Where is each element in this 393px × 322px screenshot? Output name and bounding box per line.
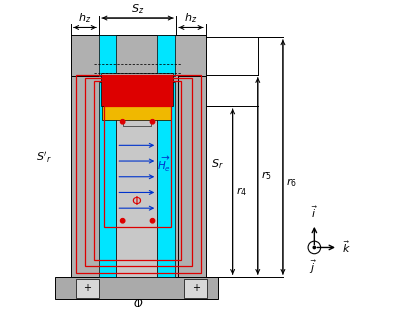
Bar (75, 75, 201, 273)
Text: $O$: $O$ (133, 297, 143, 309)
Bar (99, 76, 178, 277)
Bar (116, 114, 157, 277)
Bar (75, 279, 99, 298)
Bar (71, 35, 206, 76)
Circle shape (308, 241, 321, 254)
Text: $h_z$: $h_z$ (78, 11, 92, 25)
Text: $S_z$: $S_z$ (131, 3, 144, 16)
Bar (101, 75, 173, 106)
Text: +: + (192, 283, 200, 293)
Text: $h_z$: $h_z$ (184, 11, 198, 25)
Bar (157, 82, 174, 277)
Bar (102, 106, 171, 120)
Bar (184, 279, 208, 298)
Circle shape (120, 219, 125, 223)
Circle shape (120, 119, 125, 124)
Circle shape (150, 219, 155, 223)
Circle shape (150, 119, 155, 124)
Bar (99, 82, 116, 277)
Text: $S'_r$: $S'_r$ (36, 150, 52, 165)
Bar (94, 81, 181, 260)
Circle shape (312, 246, 316, 249)
Text: $r_5$: $r_5$ (261, 170, 272, 182)
Bar (123, 117, 151, 127)
Text: $\overrightarrow{H_e}$: $\overrightarrow{H_e}$ (157, 155, 171, 174)
Text: $\vec{j}$: $\vec{j}$ (309, 259, 317, 276)
Bar (101, 73, 173, 75)
Bar (85, 78, 192, 266)
Text: $\Phi$: $\Phi$ (131, 195, 142, 208)
Text: $r_6$: $r_6$ (286, 176, 297, 189)
Text: $\vec{k}$: $\vec{k}$ (342, 240, 351, 255)
Bar (99, 35, 116, 76)
Bar (55, 277, 219, 299)
Bar (178, 76, 206, 277)
Bar (104, 106, 171, 227)
Text: $\vec{i}$: $\vec{i}$ (311, 204, 318, 220)
Bar (157, 35, 174, 76)
Text: $S_r$: $S_r$ (211, 157, 223, 171)
Bar (71, 76, 99, 277)
Text: +: + (83, 283, 91, 293)
Text: $r_4$: $r_4$ (236, 185, 247, 198)
